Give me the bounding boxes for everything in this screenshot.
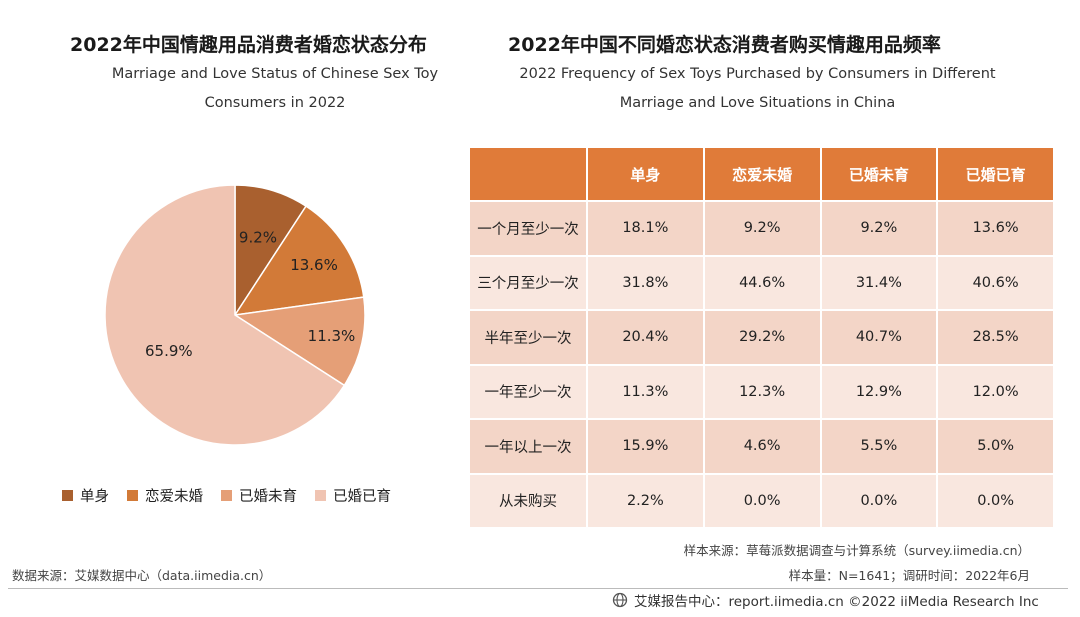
globe-icon: [612, 592, 628, 608]
footer-divider: [8, 588, 1068, 589]
legend-label: 单身: [80, 489, 109, 505]
legend-label: 已婚已育: [333, 489, 391, 505]
pie-data-label: 9.2%: [239, 229, 277, 247]
table-header-cell: 已婚未育: [821, 148, 937, 200]
table-header-cell: 恋爱未婚: [704, 148, 820, 200]
table-row: 一个月至少一次 18.1% 9.2% 9.2% 13.6%: [470, 202, 1053, 255]
table-subtitle-line2: Marriage and Love Situations in China: [619, 95, 896, 111]
table-cell: 5.5%: [821, 420, 937, 473]
table-cell: 9.2%: [821, 202, 937, 255]
table-header-cell: [470, 148, 586, 200]
row-header: 三个月至少一次: [470, 256, 586, 309]
legend-swatch: [127, 490, 138, 501]
legend-item-married-no-kids: 已婚未育: [221, 485, 297, 506]
table-header-cell: 单身: [588, 148, 703, 200]
table-subtitle: 2022 Frequency of Sex Toys Purchased by …: [460, 60, 1055, 118]
row-header: 半年至少一次: [470, 311, 586, 364]
legend-swatch: [62, 490, 73, 501]
table-header-row: 单身 恋爱未婚 已婚未育 已婚已育: [470, 148, 1053, 200]
table-cell: 29.2%: [704, 311, 820, 364]
pie-title: 2022年中国情趣用品消费者婚恋状态分布: [70, 34, 427, 56]
pie-data-label: 65.9%: [145, 342, 193, 360]
footer: 艾媒报告中心：report.iimedia.cn ©2022 iiMedia R…: [612, 590, 1039, 610]
table-cell: 5.0%: [938, 420, 1053, 473]
table-row: 一年以上一次 15.9% 4.6% 5.5% 5.0%: [470, 420, 1053, 473]
table-cell: 12.9%: [821, 365, 937, 418]
table-cell: 0.0%: [938, 474, 1053, 527]
pie-subtitle-line1: Marriage and Love Status of Chinese Sex …: [111, 66, 439, 82]
row-header: 一年以上一次: [470, 420, 586, 473]
table-header-cell: 已婚已育: [938, 148, 1053, 200]
sample-source: 样本来源：草莓派数据调查与计算系统（survey.iimedia.cn）: [683, 543, 1030, 558]
table-subtitle-line1: 2022 Frequency of Sex Toys Purchased by …: [519, 66, 996, 82]
footer-text: 艾媒报告中心：report.iimedia.cn ©2022 iiMedia R…: [634, 594, 1039, 610]
table-row: 从未购买 2.2% 0.0% 0.0% 0.0%: [470, 474, 1053, 527]
pie-subtitle: Marriage and Love Status of Chinese Sex …: [60, 60, 490, 118]
table-cell: 12.3%: [704, 365, 820, 418]
table-cell: 28.5%: [938, 311, 1053, 364]
table-cell: 11.3%: [588, 365, 703, 418]
table-cell: 2.2%: [588, 474, 703, 527]
table-cell: 40.6%: [938, 256, 1053, 309]
table-row: 一年至少一次 11.3% 12.3% 12.9% 12.0%: [470, 365, 1053, 418]
table-cell: 13.6%: [938, 202, 1053, 255]
legend-label: 恋爱未婚: [145, 489, 203, 505]
data-source: 数据来源：艾媒数据中心（data.iimedia.cn）: [12, 568, 272, 583]
table-title: 2022年中国不同婚恋状态消费者购买情趣用品频率: [508, 34, 941, 56]
pie-slice-married-no-kids: [232, 296, 366, 387]
table-cell: 20.4%: [588, 311, 703, 364]
table-cell: 0.0%: [821, 474, 937, 527]
table-cell: 15.9%: [588, 420, 703, 473]
table-cell: 18.1%: [588, 202, 703, 255]
pie-subtitle-line2: Consumers in 2022: [204, 95, 346, 111]
row-header: 一年至少一次: [470, 365, 586, 418]
table-row: 三个月至少一次 31.8% 44.6% 31.4% 40.6%: [470, 256, 1053, 309]
sample-size: 样本量：N=1641；调研时间：2022年6月: [788, 568, 1030, 583]
table-cell: 0.0%: [704, 474, 820, 527]
table-cell: 31.8%: [588, 256, 703, 309]
legend-item-single: 单身: [62, 485, 109, 506]
table-cell: 44.6%: [704, 256, 820, 309]
legend-swatch: [221, 490, 232, 501]
pie-legend: 单身 恋爱未婚 已婚未育 已婚已育: [62, 485, 391, 506]
legend-item-dating: 恋爱未婚: [127, 485, 203, 506]
legend-swatch: [315, 490, 326, 501]
table-cell: 9.2%: [704, 202, 820, 255]
legend-item-married-with-kids: 已婚已育: [315, 485, 391, 506]
table-cell: 4.6%: [704, 420, 820, 473]
row-header: 一个月至少一次: [470, 202, 586, 255]
legend-label: 已婚未育: [239, 489, 297, 505]
pie-chart: 9.2% 13.6% 11.3% 65.9%: [104, 184, 366, 446]
pie-data-label: 11.3%: [308, 327, 356, 345]
row-header: 从未购买: [470, 474, 586, 527]
pie-slice-married-with-kids: [104, 184, 346, 446]
pie-data-label: 13.6%: [290, 256, 338, 274]
frequency-table: 单身 恋爱未婚 已婚未育 已婚已育 一个月至少一次 18.1% 9.2% 9.2…: [468, 146, 1055, 529]
table-row: 半年至少一次 20.4% 29.2% 40.7% 28.5%: [470, 311, 1053, 364]
table-cell: 40.7%: [821, 311, 937, 364]
table-cell: 31.4%: [821, 256, 937, 309]
pie-slice-dating: [233, 205, 365, 316]
table-cell: 12.0%: [938, 365, 1053, 418]
